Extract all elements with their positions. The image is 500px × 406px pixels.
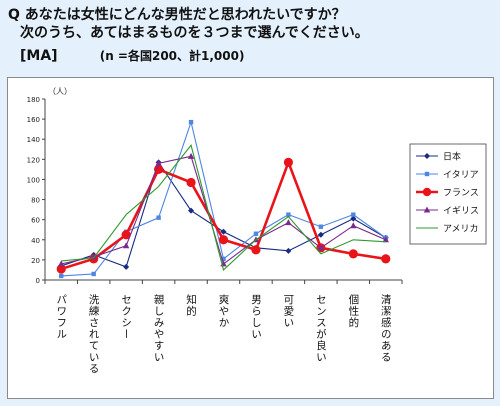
data-point	[59, 273, 64, 279]
data-point	[186, 177, 196, 188]
legend-label: イギリス	[443, 206, 479, 217]
legend-label: フランス	[443, 188, 479, 199]
legend-label: イタリア	[443, 170, 479, 181]
data-point	[318, 224, 324, 229]
x-category-label: 個性的	[347, 293, 359, 328]
data-point	[283, 157, 294, 167]
question-block: Q あなたは女性にどんな男性だと思われたいですか？ 次のうち、あてはまるものを３…	[8, 6, 494, 42]
data-point	[221, 256, 226, 262]
x-category-label: セクシー	[120, 294, 132, 340]
y-tick-label: 160	[27, 116, 40, 124]
x-category-label: 知的	[185, 293, 197, 317]
data-point	[155, 159, 162, 166]
data-point	[285, 247, 292, 254]
data-point	[91, 271, 96, 277]
x-category-label: 男らしい	[250, 294, 262, 340]
legend-marker	[424, 171, 430, 177]
x-category-label: 爽やか	[218, 294, 230, 329]
data-point	[56, 264, 66, 274]
data-point	[188, 207, 195, 214]
series-line	[61, 144, 386, 271]
x-category-label: 清潔感のある	[380, 293, 392, 363]
y-tick-label: 100	[27, 176, 40, 184]
y-tick-label: 80	[31, 197, 40, 205]
x-category-label: 親しみやすい	[153, 293, 165, 363]
data-point	[286, 212, 291, 217]
data-point	[218, 235, 229, 245]
legend-marker	[422, 187, 432, 197]
y-tick-label: 140	[27, 136, 40, 144]
legend-marker	[424, 153, 430, 159]
y-tick-label: 120	[27, 156, 40, 164]
sample-size-note: (n =各国200、計1,000)	[99, 49, 245, 63]
data-point	[351, 212, 356, 217]
chart-frame: （人） 0 20 40 60 80 100 120 140 160 180 パワフル 洗練されている セク…	[7, 77, 494, 399]
data-point	[382, 236, 389, 243]
data-point	[348, 249, 358, 259]
data-point	[285, 219, 292, 226]
data-point	[122, 242, 130, 249]
data-point	[156, 215, 161, 220]
y-tick-label: 60	[31, 217, 40, 225]
data-point	[251, 245, 261, 255]
x-category-label: 可愛い	[282, 294, 294, 329]
question-text: Q あなたは女性にどんな男性だと思われたいですか？	[8, 7, 346, 23]
x-category-label: パワフル	[55, 294, 67, 340]
x-category-label: センスが良い	[315, 294, 327, 363]
question-meta: [MA] (n =各国200、計1,000)	[20, 47, 244, 64]
legend-label: アメリカ	[443, 224, 479, 235]
data-point	[187, 152, 195, 159]
data-point	[253, 231, 259, 236]
data-point	[350, 215, 357, 222]
data-point	[188, 119, 194, 125]
answer-type-tag: [MA]	[20, 48, 58, 64]
data-point	[317, 231, 324, 238]
y-tick-label: 40	[31, 237, 40, 245]
legend-marker	[423, 206, 431, 213]
legend-label: 日本	[443, 151, 461, 163]
y-tick-label: 0	[36, 277, 40, 285]
question-instruction: 次のうち、あてはまるものを３つまで選んでください。	[20, 25, 369, 41]
data-point	[350, 222, 357, 229]
x-category-label: 洗練されている	[88, 294, 100, 375]
series-line	[61, 120, 387, 277]
data-point	[123, 263, 130, 270]
line-chart: （人） 0 20 40 60 80 100 120 140 160 180 パワフル 洗練されている セク…	[27, 87, 487, 375]
data-point	[153, 164, 164, 174]
data-point	[121, 230, 131, 240]
y-unit-label: （人）	[48, 87, 72, 96]
data-point	[58, 260, 65, 267]
y-tick-label: 180	[27, 96, 40, 104]
data-point	[220, 228, 227, 235]
data-point	[317, 244, 325, 251]
legend-box	[409, 143, 487, 245]
y-tick-label: 20	[31, 257, 40, 265]
data-point	[381, 254, 391, 264]
